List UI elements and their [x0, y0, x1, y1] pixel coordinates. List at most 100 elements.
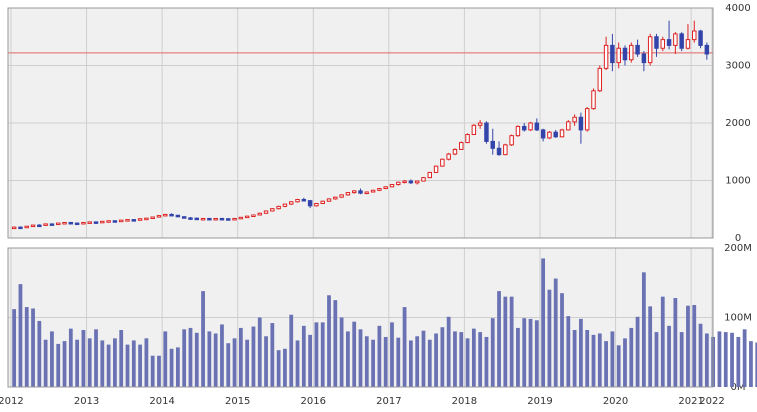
volume-bar [704, 333, 709, 387]
volume-bar [50, 331, 54, 387]
volume-bar [182, 329, 187, 387]
candle-body [679, 33, 684, 49]
candle [408, 179, 414, 184]
candle-body [610, 44, 615, 64]
volume-bar [301, 325, 306, 387]
volume-bar [100, 340, 105, 387]
candle [62, 221, 67, 225]
volume-bar [755, 342, 757, 387]
candle [244, 215, 250, 219]
candle-body [156, 215, 162, 218]
candle [660, 36, 666, 52]
volume-bar [471, 328, 476, 387]
price-panel: 0 1000 2000 3000 4000 [7, 3, 751, 244]
volume-bar [119, 330, 124, 387]
volume-bar [516, 327, 520, 387]
volume-bar [43, 339, 48, 387]
candle-body [131, 219, 137, 222]
candle-body [282, 203, 288, 207]
volume-bar [446, 316, 451, 387]
volume-bar [327, 295, 331, 387]
candle-body [572, 116, 577, 123]
volume-bar [31, 308, 35, 387]
candle [459, 141, 464, 151]
candle-body [175, 214, 181, 218]
candle [131, 219, 137, 222]
candle-body [106, 220, 111, 223]
candle [37, 224, 42, 228]
candle [503, 143, 508, 156]
candle [169, 213, 174, 217]
volume-bar [490, 318, 495, 387]
x-tick-label: 2012 [0, 396, 24, 407]
x-tick-label: 2015 [225, 396, 250, 407]
candle [414, 180, 420, 185]
volume-bar [534, 320, 539, 387]
candle-body [301, 198, 307, 202]
candle [194, 217, 200, 221]
candle [673, 32, 678, 54]
candle-body [666, 39, 672, 46]
candle-body [553, 131, 558, 138]
candle-body [421, 177, 426, 182]
volume-bar [402, 307, 407, 387]
candle-body [433, 165, 439, 173]
candle-body [55, 222, 61, 226]
volume-bar [201, 291, 205, 387]
volume-bar [717, 331, 722, 387]
volume-bar [94, 329, 98, 387]
volume-bar [509, 296, 514, 387]
candle [452, 148, 458, 156]
volume-bar [408, 340, 413, 387]
volume-bar [541, 258, 546, 387]
candle [383, 186, 388, 190]
candle-body [150, 216, 155, 220]
volume-bar [604, 341, 608, 387]
volume-bar [220, 324, 224, 387]
candle-body [396, 181, 401, 186]
candle-body [11, 226, 17, 230]
candle-body [307, 200, 313, 207]
candle [156, 215, 162, 218]
volume-bar [616, 345, 621, 387]
volume-bar [749, 341, 753, 387]
candle-body [515, 125, 521, 137]
candle [547, 131, 552, 140]
candle-body [692, 30, 697, 41]
candle-body [408, 180, 414, 184]
candle [440, 158, 445, 167]
x-tick-label: 2014 [149, 396, 174, 407]
candle [100, 220, 105, 224]
candle-body [345, 192, 351, 196]
candle-body [295, 198, 300, 203]
candle-body [288, 201, 294, 205]
candle [181, 216, 187, 219]
candle [112, 220, 118, 223]
volume-bar [528, 318, 533, 387]
volume-bar [591, 334, 596, 387]
candle [238, 216, 244, 220]
volume-bar [333, 300, 338, 387]
candle-body [74, 222, 80, 226]
volume-bar [24, 307, 29, 387]
volume-bar [68, 328, 73, 387]
volume-y-tick-label: 100M [724, 313, 752, 324]
candle [232, 217, 237, 221]
candle-body [18, 226, 23, 230]
volume-bar [194, 332, 199, 387]
candle [433, 165, 439, 174]
candle-body [232, 217, 237, 221]
volume-bar [465, 338, 470, 387]
candle-body [30, 224, 36, 228]
volume-bar [131, 340, 136, 387]
candle-body [144, 217, 149, 221]
volume-bar [597, 333, 602, 387]
candle-body [597, 67, 603, 92]
x-axis: 2012 2013 2014 2015 2016 2017 2018 2019 2020 2021… [0, 396, 725, 407]
candle [396, 181, 401, 186]
candle [93, 221, 99, 224]
candle [402, 179, 407, 184]
candle-body [207, 217, 212, 221]
candle-body [81, 221, 86, 225]
candle [358, 188, 363, 195]
